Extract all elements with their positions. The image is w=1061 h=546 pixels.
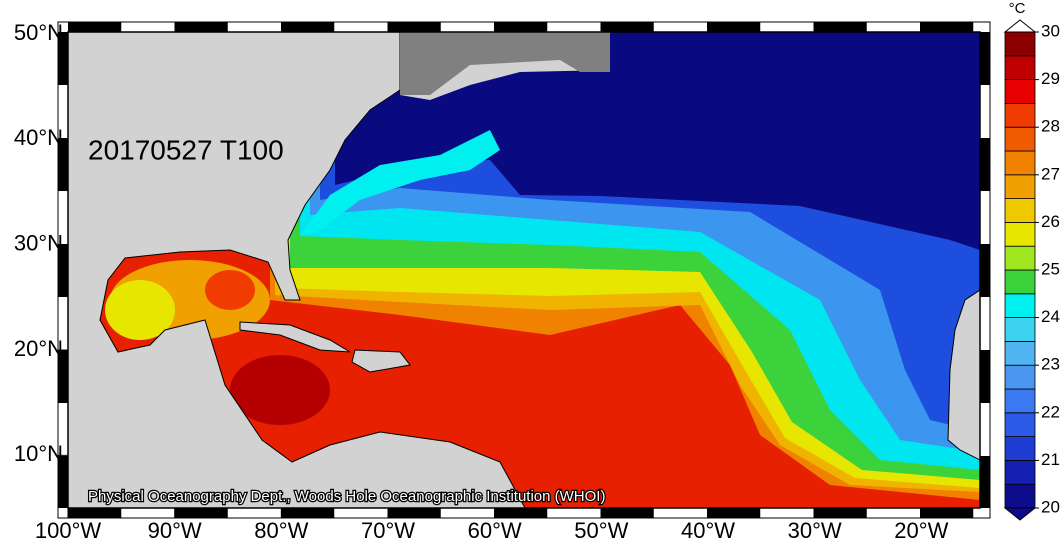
colorbar-tick-label: 29 xyxy=(1041,69,1060,88)
colorbar-tick-label: 20 xyxy=(1041,497,1060,516)
colorbar-tick-label: 25 xyxy=(1041,259,1060,278)
cuba xyxy=(239,321,351,353)
outer-frame xyxy=(57,21,991,519)
colorbar-tick-label: 22 xyxy=(1041,402,1060,421)
x-tick-label: 50°W xyxy=(574,518,628,543)
map-title: 20170527 T100 xyxy=(88,134,284,165)
north-america xyxy=(68,32,526,508)
colorbar-band xyxy=(1004,31,1036,57)
x-tick-label: 30°W xyxy=(788,518,842,543)
colorbar-tick-label: 27 xyxy=(1041,164,1060,183)
x-tick-label: 40°W xyxy=(681,518,735,543)
colorbar-unit: °C xyxy=(1009,0,1026,17)
colorbar-band xyxy=(1004,436,1036,461)
x-tick-label: 100°W xyxy=(35,518,102,543)
x-tick-label: 60°W xyxy=(468,518,522,543)
credit: Physical Oceanography Dept., Woods Hole … xyxy=(88,488,605,505)
colorbar-band xyxy=(1004,459,1036,485)
y-tick-label: 30°N xyxy=(14,231,63,256)
colorbar-band xyxy=(1004,79,1036,104)
colorbar-band xyxy=(1004,55,1036,80)
colorbar-tick-label: 30 xyxy=(1041,21,1060,40)
y-tick-label: 20°N xyxy=(14,336,63,361)
colorbar-band xyxy=(1004,340,1036,366)
hispaniola xyxy=(351,349,411,373)
colorbar-band xyxy=(1004,150,1036,176)
gulf-stream xyxy=(300,130,500,236)
no-data xyxy=(400,32,610,95)
colorbar-tick-label: 23 xyxy=(1041,355,1060,374)
y-tick-label: 10°N xyxy=(14,441,63,466)
colorbar-band xyxy=(1004,103,1036,128)
colorbar-tick-label: 26 xyxy=(1041,212,1060,231)
colorbar-band xyxy=(1004,412,1036,437)
colorbar-low xyxy=(1003,507,1037,521)
gulf-water xyxy=(105,280,175,340)
colorbar-band xyxy=(1004,269,1036,295)
colorbar-band xyxy=(1004,364,1036,390)
colorbar-tick-label: 28 xyxy=(1041,117,1060,136)
x-tick-label: 70°W xyxy=(361,518,415,543)
colorbar-band xyxy=(1004,388,1036,414)
colorbar-tick-label: 21 xyxy=(1041,450,1060,469)
x-tick-label: 20°W xyxy=(894,518,948,543)
colorbar-band xyxy=(1004,483,1036,509)
x-tick-label: 90°W xyxy=(148,518,202,543)
colorbar-band xyxy=(1004,245,1036,271)
caribbean-warm xyxy=(230,355,330,425)
colorbar-high xyxy=(1003,19,1037,33)
sst-field xyxy=(68,32,980,508)
colorbar-band xyxy=(1004,198,1036,223)
colorbar-band xyxy=(1004,174,1036,200)
y-tick-label: 40°N xyxy=(14,125,63,150)
isotherm-20 xyxy=(335,32,980,250)
loop-current xyxy=(205,270,255,310)
x-tick-label: 80°W xyxy=(254,518,308,543)
colorbar-tick-label: 24 xyxy=(1041,307,1060,326)
colorbar-band xyxy=(1004,317,1036,342)
colorbar-band xyxy=(1004,293,1036,318)
colorbar-band xyxy=(1004,126,1036,152)
colorbar-band xyxy=(1004,221,1036,247)
y-tick-label: 50°N xyxy=(14,20,63,45)
africa xyxy=(947,289,980,461)
